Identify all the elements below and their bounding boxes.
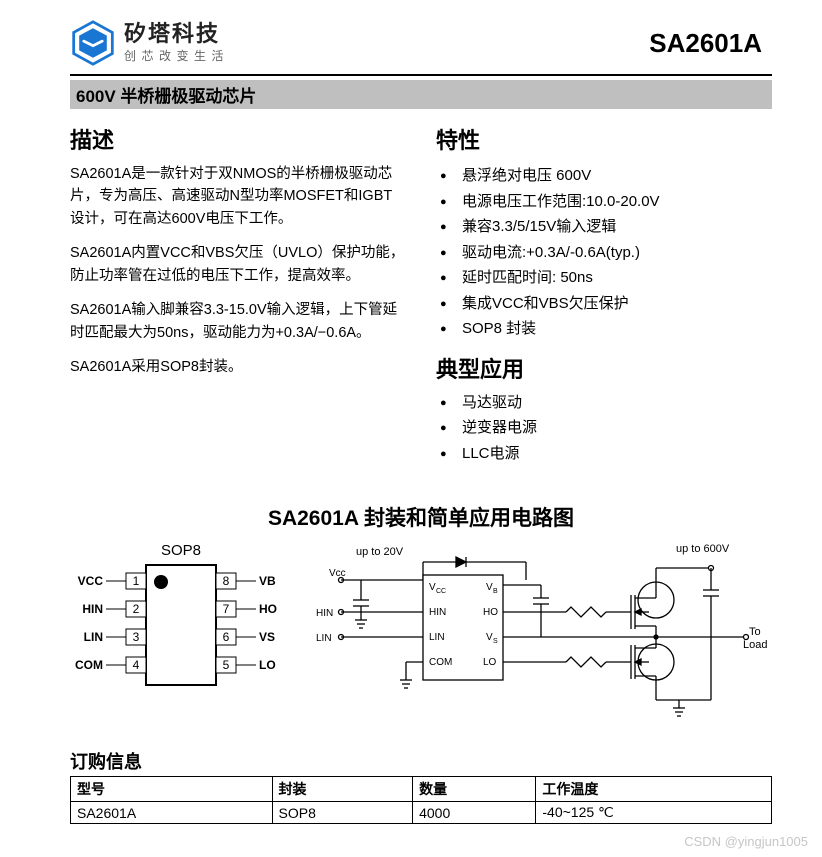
pin-num: 6 [223,630,230,644]
description-column: 描述 SA2601A是一款针对于双NMOS的半桥栅极驱动芯片，专为高压、高速驱动… [70,123,406,466]
feature-list: 悬浮绝对电压 600V 电源电压工作范围:10.0-20.0V 兼容3.3/5/… [436,163,772,342]
table-header: 工作温度 [536,777,772,802]
table-cell: SOP8 [272,802,413,824]
pin-num: 5 [223,658,230,672]
svg-text:V: V [486,632,493,643]
svg-text:CC: CC [436,588,446,595]
svg-text:COM: COM [429,657,452,668]
desc-p2: SA2601A内置VCC和VBS欠压（UVLO）保护功能，防止功率管在过低的电压… [70,242,406,287]
svg-text:V: V [429,582,436,593]
svg-text:HO: HO [483,607,498,618]
app-heading: 典型应用 [436,352,772,384]
company-logo-icon [70,20,116,66]
product-banner: 600V 半桥栅极驱动芯片 [70,80,772,109]
pin-num: 2 [133,602,140,616]
feature-item: SOP8 封装 [440,316,772,342]
feature-item: 兼容3.3/5/15V输入逻辑 [440,214,772,240]
pin-num: 8 [223,574,230,588]
company-name-cn: 矽塔科技 [124,22,229,46]
pin-label: COM [75,658,103,672]
watermark: CSDN @yingjun1005 [684,834,808,849]
label-up20: up to 20V [356,546,404,558]
feat-heading: 特性 [436,123,772,155]
pin-label: HIN [82,602,103,616]
diagram-row: SOP8 1 VCC 2 HIN 3 LIN 4 COM 8 VB 7 [70,540,772,730]
company-tagline: 创芯改变生活 [124,47,229,64]
pin-num: 3 [133,630,140,644]
part-number: SA2601A [649,28,772,59]
feature-item: 驱动电流:+0.3A/-0.6A(typ.) [440,240,772,266]
table-header: 型号 [71,777,273,802]
application-schematic: up to 20V up to 600V Vcc VCC VB HIN HO L… [311,540,771,730]
feature-item: 电源电压工作范围:10.0-20.0V [440,189,772,215]
app-item: 逆变器电源 [440,415,772,441]
svg-text:LIN: LIN [429,632,445,643]
svg-text:V: V [486,582,493,593]
order-heading: 订购信息 [70,748,772,774]
table-header-row: 型号 封装 数量 工作温度 [71,777,772,802]
circuit-title: SA2601A 封装和简单应用电路图 [70,502,772,532]
pin-label: LIN [84,630,103,644]
feature-item: 集成VCC和VBS欠压保护 [440,291,772,317]
app-item: LLC电源 [440,441,772,467]
desc-heading: 描述 [70,123,406,155]
pin-label: VCC [78,574,104,588]
pin-num: 1 [133,574,140,588]
table-cell: -40~125 ℃ [536,802,772,824]
label-up600: up to 600V [676,543,730,555]
pin-label: LO [259,658,276,672]
desc-p3: SA2601A输入脚兼容3.3-15.0V输入逻辑，上下管延时匹配最大为50ns… [70,299,406,344]
svg-text:Vcc: Vcc [329,568,346,579]
logo-block: 矽塔科技 创芯改变生活 [70,20,229,66]
sop8-title: SOP8 [161,542,201,559]
pin-num: 7 [223,602,230,616]
svg-text:B: B [493,588,498,595]
desc-p4: SA2601A采用SOP8封装。 [70,356,406,378]
table-cell: SA2601A [71,802,273,824]
sop8-diagram: SOP8 1 VCC 2 HIN 3 LIN 4 COM 8 VB 7 [71,540,291,710]
features-column: 特性 悬浮绝对电压 600V 电源电压工作范围:10.0-20.0V 兼容3.3… [436,123,772,466]
svg-text:LIN: LIN [316,633,332,644]
logo-text: 矽塔科技 创芯改变生活 [124,22,229,63]
pin-label: VB [259,574,276,588]
header-rule [70,74,772,76]
pin-num: 4 [133,658,140,672]
page-header: 矽塔科技 创芯改变生活 SA2601A [70,20,772,66]
order-table: 型号 封装 数量 工作温度 SA2601A SOP8 4000 -40~125 … [70,776,772,824]
svg-text:HIN: HIN [316,608,333,619]
desc-p1: SA2601A是一款针对于双NMOS的半桥栅极驱动芯片，专为高压、高速驱动N型功… [70,163,406,230]
table-row: SA2601A SOP8 4000 -40~125 ℃ [71,802,772,824]
pin-label: HO [259,602,277,616]
app-item: 马达驱动 [440,390,772,416]
svg-text:Load: Load [743,639,767,651]
app-list: 马达驱动 逆变器电源 LLC电源 [436,390,772,467]
feature-item: 延时匹配时间: 50ns [440,265,772,291]
svg-text:HIN: HIN [429,607,446,618]
feature-item: 悬浮绝对电压 600V [440,163,772,189]
main-two-col: 描述 SA2601A是一款针对于双NMOS的半桥栅极驱动芯片，专为高压、高速驱动… [70,123,772,466]
pin-label: VS [259,630,275,644]
table-cell: 4000 [413,802,536,824]
svg-text:To: To [749,626,761,638]
table-header: 数量 [413,777,536,802]
table-header: 封装 [272,777,413,802]
svg-text:LO: LO [483,657,497,668]
svg-text:S: S [493,638,498,645]
